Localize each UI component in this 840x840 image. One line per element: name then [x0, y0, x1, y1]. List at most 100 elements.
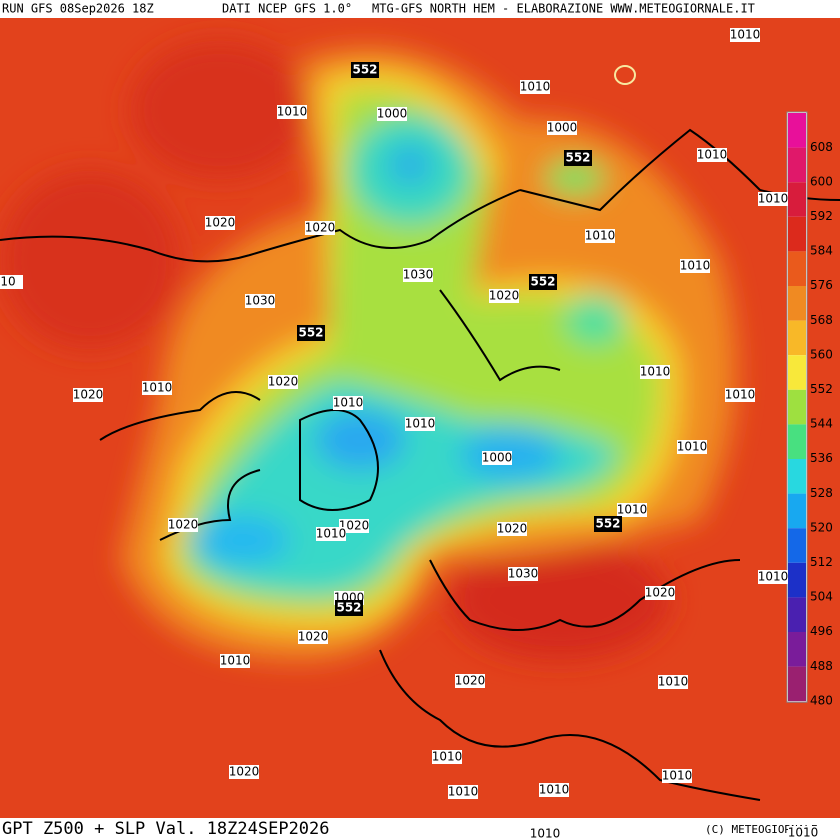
- label-bg: [677, 440, 707, 454]
- legend-label: 544: [810, 417, 833, 431]
- slp-label: 1020: [229, 765, 260, 779]
- slp-label: 1010: [758, 192, 789, 206]
- label-bg: [142, 381, 172, 395]
- label-bg: [339, 519, 369, 533]
- label-bg: [455, 674, 485, 688]
- legend-swatch: [788, 251, 806, 286]
- slp-label: 1010: [530, 827, 561, 840]
- slp-label: 1020: [645, 586, 676, 600]
- model-label: MTG-GFS NORTH HEM - ELABORAZIONE WWW.MET…: [372, 2, 755, 16]
- footer-bar: [0, 818, 840, 840]
- slp-label: 1010: [788, 826, 819, 840]
- legend-label: 584: [810, 244, 833, 258]
- z500-label: 552: [336, 601, 361, 615]
- slp-label: 1000: [377, 107, 408, 121]
- slp-label: 1010: [640, 365, 671, 379]
- label-box: [297, 325, 325, 341]
- slp-label: 1030: [508, 567, 539, 581]
- slp-label: 1010: [758, 570, 789, 584]
- slp-label: 1010: [617, 503, 648, 517]
- legend-swatch: [788, 182, 806, 217]
- label-bg: [617, 503, 647, 517]
- z500-label: 552: [595, 517, 620, 531]
- legend-swatch: [788, 286, 806, 321]
- label-bg: [730, 28, 760, 42]
- legend-label: 592: [810, 209, 833, 223]
- legend-label: 568: [810, 313, 833, 327]
- slp-label: 1010: [697, 148, 728, 162]
- label-box: [335, 600, 363, 616]
- legend-swatch: [788, 216, 806, 252]
- legend-label: 488: [810, 659, 833, 673]
- label-bg: [662, 769, 692, 783]
- slp-label: 1020: [339, 519, 370, 533]
- label-bg: [73, 388, 103, 402]
- legend-label: 608: [810, 140, 833, 154]
- source-label: DATI NCEP GFS 1.0°: [222, 2, 352, 16]
- slp-label: 1010: [585, 229, 616, 243]
- label-bg: [277, 105, 307, 119]
- label-bg: [245, 294, 275, 308]
- legend-swatch: [788, 320, 806, 356]
- label-bg: [403, 268, 433, 282]
- label-bg: [645, 586, 675, 600]
- label-bg: [788, 826, 818, 840]
- label-bg: [585, 229, 615, 243]
- legend-label: 480: [810, 693, 833, 707]
- slp-label: 1010: [448, 785, 479, 799]
- label-bg: [0, 275, 23, 289]
- label-bg: [758, 192, 788, 206]
- legend-label: 496: [810, 624, 833, 638]
- legend-swatch: [788, 355, 806, 390]
- label-bg: [229, 765, 259, 779]
- slp-label: 1020: [455, 674, 486, 688]
- legend-label: 552: [810, 382, 833, 396]
- low-center: [614, 65, 636, 85]
- slp-label: 1020: [73, 388, 104, 402]
- label-bg: [377, 107, 407, 121]
- label-bg: [298, 630, 328, 644]
- label-bg: [316, 527, 346, 541]
- label-bg: [658, 675, 688, 689]
- slp-label: 1020: [497, 522, 528, 536]
- legend-label: 504: [810, 590, 833, 604]
- legend-label: 520: [810, 520, 833, 534]
- legend-swatch: [788, 632, 806, 667]
- label-box: [351, 62, 379, 78]
- slp-label: 1010: [142, 381, 173, 395]
- slp-label: 1010: [662, 769, 693, 783]
- slp-label: 1010: [220, 654, 251, 668]
- label-bg: [530, 827, 560, 840]
- label-box: [529, 274, 557, 290]
- label-bg: [508, 567, 538, 581]
- label-bg: [432, 750, 462, 764]
- label-box: [564, 150, 592, 166]
- z500-label: 552: [565, 151, 590, 165]
- slp-label: 1010: [520, 80, 551, 94]
- label-bg: [405, 417, 435, 431]
- label-box: [594, 516, 622, 532]
- run-label: RUN GFS 08Sep2026 18Z: [2, 2, 154, 16]
- slp-label: 1020: [268, 375, 299, 389]
- label-bg: [205, 216, 235, 230]
- legend-swatch: [788, 597, 806, 632]
- label-bg: [220, 654, 250, 668]
- label-bg: [497, 522, 527, 536]
- label-bg: [333, 396, 363, 410]
- label-bg: [680, 259, 710, 273]
- slp-label: 1030: [245, 294, 276, 308]
- legend-swatch: [788, 493, 806, 529]
- slp-label: 1020: [168, 518, 199, 532]
- slp-label: 1020: [298, 630, 329, 644]
- slp-label: 1010: [277, 105, 308, 119]
- slp-label: 1020: [305, 221, 336, 235]
- z500-label: 552: [298, 326, 323, 340]
- legend-label: 528: [810, 486, 833, 500]
- legend-swatch: [788, 459, 806, 494]
- slp-label: 1030: [403, 268, 434, 282]
- legend-swatch: [788, 666, 806, 702]
- legend-swatch: [788, 113, 806, 148]
- legend-swatch: [788, 562, 806, 598]
- legend-label: 560: [810, 347, 833, 361]
